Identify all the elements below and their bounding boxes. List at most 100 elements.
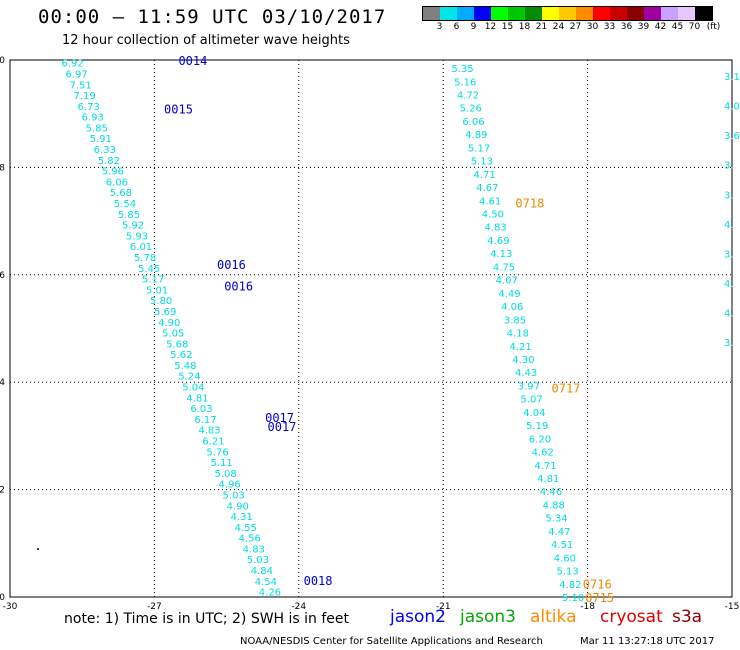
legend-unit: (ft) — [706, 22, 721, 32]
swh-value: 5.82 — [98, 156, 120, 167]
swh-value: 3.85 — [504, 315, 526, 326]
swh-value: 5.17 — [468, 143, 490, 154]
swh-value: 5.04 — [182, 383, 204, 394]
swh-value: 5.11 — [210, 458, 232, 469]
swh-value: 5.26 — [460, 104, 482, 115]
swh-value: 5.93 — [126, 231, 148, 242]
swh-value: 6.97 — [65, 69, 87, 80]
legend-swatch — [508, 7, 525, 20]
swh-value: 4.71 — [473, 170, 495, 181]
swh-value: 4.90 — [158, 318, 180, 329]
satellite-s3a: s3a — [672, 607, 703, 627]
swh-value: 4. — [724, 279, 734, 290]
swh-value: 4.26 — [259, 588, 281, 599]
swh-value: 3. — [724, 249, 734, 260]
swh-value: 4.89 — [465, 130, 487, 141]
swh-value: 5.92 — [122, 221, 144, 232]
swh-value: 4.50 — [482, 210, 504, 221]
stray-dot — [37, 548, 39, 550]
legend-swatch — [457, 7, 474, 20]
swh-value: 4.60 — [554, 553, 576, 564]
swh-value: 5.19 — [526, 421, 548, 432]
swh-value: 5.13 — [556, 567, 578, 578]
legend-label: 45 — [671, 22, 684, 32]
swh-value: 6.33 — [94, 145, 116, 156]
swh-value: 4.83 — [485, 223, 507, 234]
swh-value: 6.06 — [106, 177, 128, 188]
swh-value: 4.04 — [523, 408, 545, 419]
swh-value: 5.80 — [150, 296, 172, 307]
plot-frame — [9, 59, 733, 598]
swh-value: 4.13 — [490, 249, 512, 260]
swh-value: 5.45 — [138, 264, 160, 275]
swh-value: 7.19 — [74, 91, 96, 102]
swh-value: 5.48 — [174, 361, 196, 372]
time-label: 0016 — [217, 258, 246, 272]
swh-value: 3. — [724, 338, 734, 349]
legend-label: 33 — [603, 22, 616, 32]
swh-value: 5.17 — [142, 275, 164, 286]
swh-value: 5.10 — [562, 593, 584, 604]
satellite-cryosat: cryosat — [600, 607, 663, 627]
swh-value: 5.07 — [521, 395, 543, 406]
swh-value: 5.68 — [166, 339, 188, 350]
swh-value: 4. — [724, 220, 734, 231]
swh-value: 6.17 — [194, 415, 216, 426]
time-label: 0015 — [164, 102, 193, 116]
swh-value: 5.68 — [110, 188, 132, 199]
swh-value: 6.92 — [61, 59, 83, 70]
legend-swatch — [593, 7, 610, 20]
legend-swatch — [525, 7, 542, 20]
time-label: 0716 — [583, 578, 612, 592]
swh-value: 4.83 — [243, 544, 265, 555]
swh-value: 4.07 — [496, 276, 518, 287]
legend-label: 42 — [654, 22, 667, 32]
legend-label: 12 — [484, 22, 497, 32]
legend-label: 18 — [518, 22, 531, 32]
x-tick-label: -30 — [3, 602, 18, 612]
time-label: 0017 — [268, 420, 297, 434]
swh-value: 4.31 — [231, 512, 253, 523]
legend-label: 39 — [637, 22, 650, 32]
swh-value: 4.96 — [219, 480, 241, 491]
legend-label: 6 — [453, 22, 460, 32]
legend-label: 15 — [501, 22, 514, 32]
swh-value: 3.1 — [724, 72, 740, 83]
swh-value: 4.75 — [493, 262, 515, 273]
swh-value: 6.03 — [190, 404, 212, 415]
y-tick-label: 4 — [0, 378, 5, 388]
legend-swatch — [423, 7, 440, 20]
swh-value: 6.20 — [529, 434, 551, 445]
swh-value: 4.51 — [551, 540, 573, 551]
swh-value: 3.97 — [518, 381, 540, 392]
satellite-jason2: jason2 — [390, 607, 446, 627]
legend-swatch — [440, 7, 457, 20]
swh-value: 4.49 — [498, 289, 520, 300]
legend-label: 36 — [620, 22, 633, 32]
y-tick-label: 8 — [0, 163, 5, 173]
footnote: note: 1) Time is in UTC; 2) SWH is in fe… — [64, 611, 350, 627]
page-subtitle: 12 hour collection of altimeter wave hei… — [62, 33, 350, 48]
time-label: 0018 — [304, 574, 333, 588]
legend-label: 27 — [569, 22, 582, 32]
swh-value: 4.43 — [515, 368, 537, 379]
legend-label: 9 — [470, 22, 477, 32]
y-tick-label: 6 — [0, 271, 5, 281]
swh-value: 5.78 — [134, 253, 156, 264]
page-title: 00:00 — 11:59 UTC 03/10/2017 — [38, 6, 387, 28]
legend-swatch — [474, 7, 491, 20]
swh-value: 4.81 — [186, 393, 208, 404]
swh-value: 4.67 — [476, 183, 498, 194]
legend-swatch — [695, 7, 712, 20]
swh-value: 5.16 — [454, 77, 476, 88]
y-tick-label: 10 — [0, 56, 5, 66]
swh-value: 4.81 — [537, 474, 559, 485]
swh-value: 3.6 — [724, 131, 740, 142]
time-label: 0717 — [552, 382, 581, 396]
swh-value: 6.21 — [202, 437, 224, 448]
x-tick-label: -21 — [436, 602, 451, 612]
swh-value: 5.62 — [170, 350, 192, 361]
swh-value: 4.47 — [548, 527, 570, 538]
swh-value: 4.0 — [724, 102, 740, 113]
